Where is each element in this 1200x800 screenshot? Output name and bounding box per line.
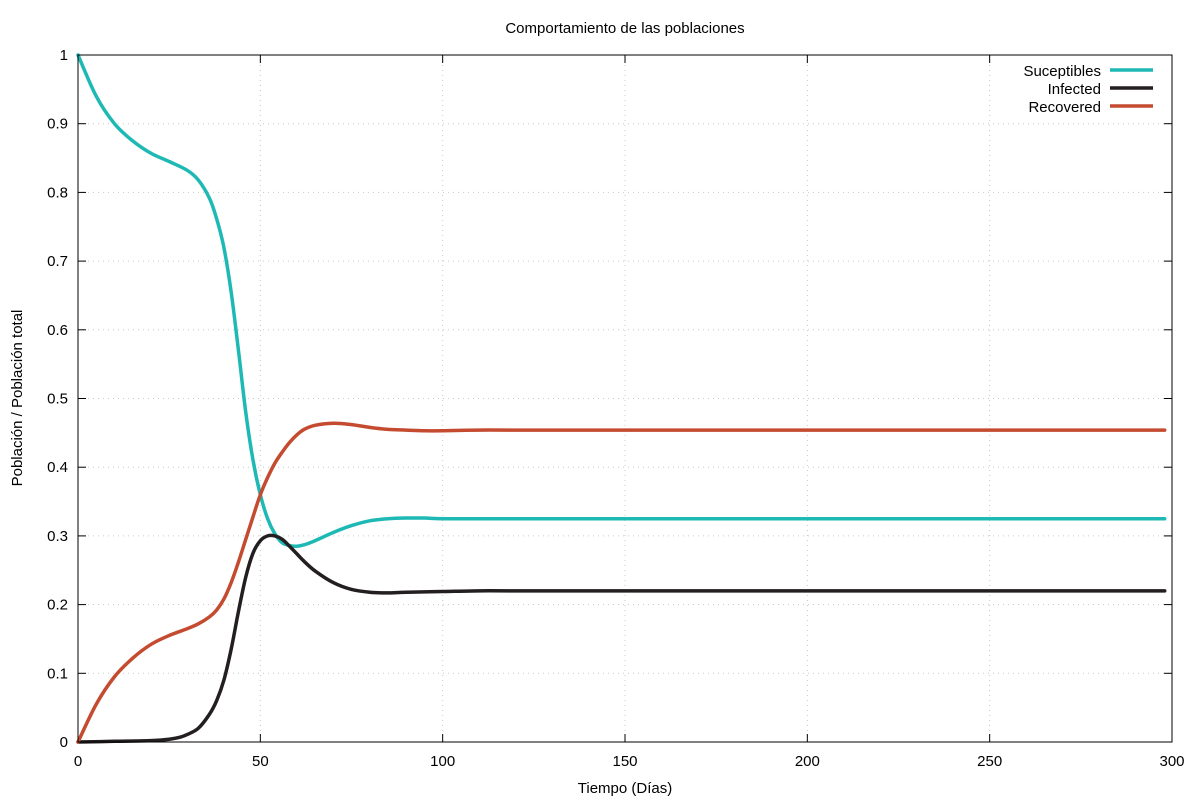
y-tick-label: 0.4: [47, 459, 68, 476]
x-axis-label: Tiempo (Días): [578, 780, 672, 797]
y-tick-label: 0.3: [47, 528, 68, 545]
x-tick-label: 100: [430, 753, 455, 770]
y-tick-label: 0.2: [47, 597, 68, 614]
x-tick-label: 150: [612, 753, 637, 770]
legend-label-infected: Infected: [1048, 81, 1101, 98]
x-tick-label: 0: [74, 753, 82, 770]
legend-label-recovered: Recovered: [1028, 99, 1101, 116]
chart-title: Comportamiento de las poblaciones: [505, 20, 744, 37]
y-axis-label: Población / Población total: [9, 310, 26, 487]
series-line-recovered: [76, 421, 1167, 744]
y-tick-label: 0.7: [47, 253, 68, 270]
axis-ticks: [77, 54, 1173, 743]
y-tick-label: 1: [60, 47, 68, 64]
legend-label-suceptibles: Suceptibles: [1023, 63, 1101, 80]
series-line-infected: [76, 533, 1167, 744]
y-tick-label: 0.6: [47, 322, 68, 339]
series-lines: [76, 53, 1167, 744]
y-tick-label: 0: [60, 734, 68, 751]
y-tick-label: 0.9: [47, 116, 68, 133]
axis-tick-labels: 0 50 100 150 200 250 300 0 0.1 0.2 0.3 0.4 0.5 0.6 0.7…: [47, 47, 1184, 770]
x-tick-label: 50: [252, 753, 269, 770]
x-tick-label: 200: [795, 753, 820, 770]
x-tick-label: 300: [1159, 753, 1184, 770]
x-tick-label: 250: [977, 753, 1002, 770]
y-tick-label: 0.5: [47, 391, 68, 408]
y-tick-label: 0.1: [47, 665, 68, 682]
y-tick-label: 0.8: [47, 184, 68, 201]
